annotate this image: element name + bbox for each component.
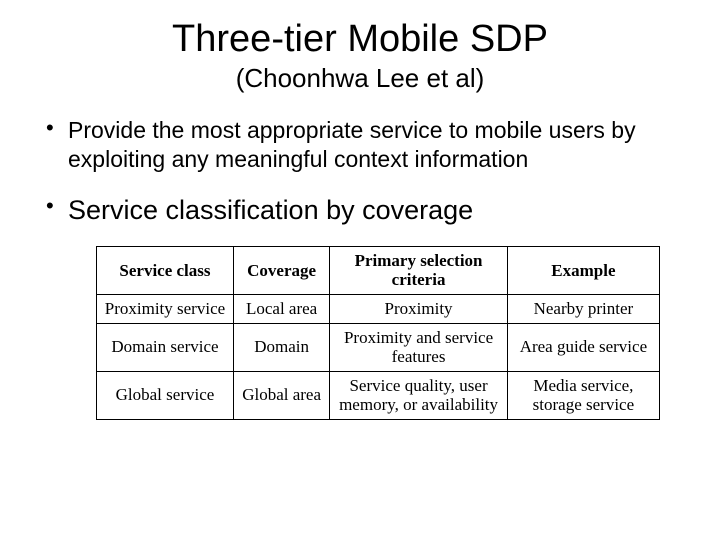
table-header: Example: [507, 246, 659, 294]
slide-title: Three-tier Mobile SDP: [40, 18, 680, 61]
table-cell: Nearby printer: [507, 294, 659, 323]
table-cell: Domain: [233, 323, 329, 371]
table-header: Coverage: [233, 246, 329, 294]
table-cell: Domain service: [97, 323, 234, 371]
table-row: Proximity service Local area Proximity N…: [97, 294, 660, 323]
table-cell: Proximity service: [97, 294, 234, 323]
table-cell: Media service, storage service: [507, 371, 659, 419]
classification-table-wrap: Service class Coverage Primary selection…: [96, 246, 660, 420]
bullet-item: Service classification by coverage: [40, 194, 680, 226]
table-header-row: Service class Coverage Primary selection…: [97, 246, 660, 294]
classification-table: Service class Coverage Primary selection…: [96, 246, 660, 420]
bullet-item: Provide the most appropriate service to …: [40, 116, 680, 174]
table-header: Service class: [97, 246, 234, 294]
bullet-list: Provide the most appropriate service to …: [40, 116, 680, 226]
table-row: Global service Global area Service quali…: [97, 371, 660, 419]
table-cell: Proximity and service features: [330, 323, 508, 371]
table-cell: Global area: [233, 371, 329, 419]
table-cell: Local area: [233, 294, 329, 323]
table-cell: Global service: [97, 371, 234, 419]
table-cell: Proximity: [330, 294, 508, 323]
table-cell: Service quality, user memory, or availab…: [330, 371, 508, 419]
table-cell: Area guide service: [507, 323, 659, 371]
table-row: Domain service Domain Proximity and serv…: [97, 323, 660, 371]
slide-subtitle: (Choonhwa Lee et al): [40, 63, 680, 94]
table-header: Primary selection criteria: [330, 246, 508, 294]
